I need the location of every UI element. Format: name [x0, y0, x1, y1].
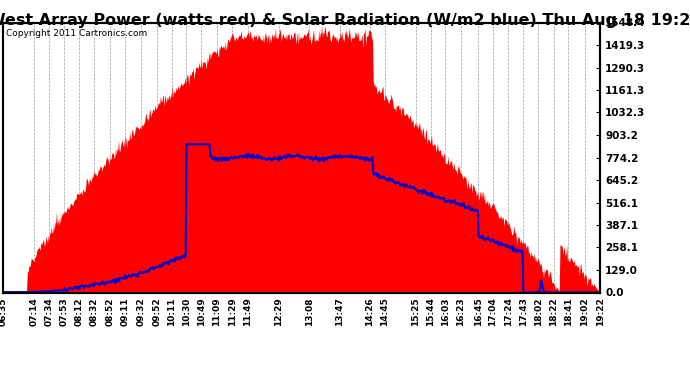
Text: West Array Power (watts red) & Solar Radiation (W/m2 blue) Thu Aug 18 19:28: West Array Power (watts red) & Solar Rad…: [0, 13, 690, 28]
Text: Copyright 2011 Cartronics.com: Copyright 2011 Cartronics.com: [6, 29, 148, 38]
